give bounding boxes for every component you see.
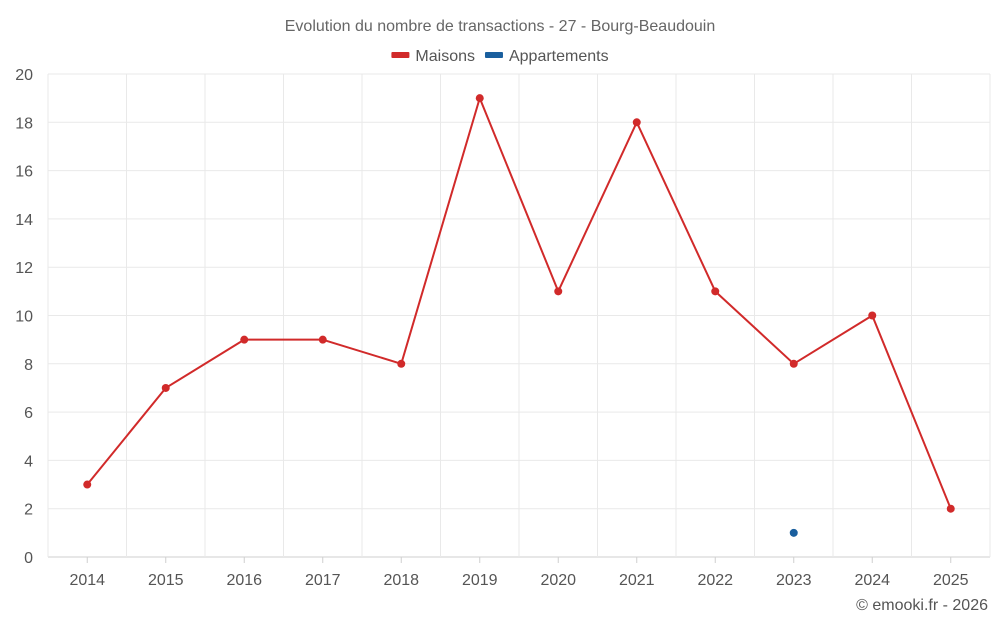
grid: [47, 73, 991, 558]
data-point[interactable]: [83, 480, 92, 489]
legend-label: Appartements: [509, 48, 609, 65]
x-tick-label: 2025: [933, 572, 969, 589]
series-layer: [83, 94, 955, 537]
legend-item-appartements[interactable]: Appartements: [484, 48, 609, 65]
y-tick-label: 10: [15, 309, 33, 326]
chart-title: Evolution du nombre de transactions - 27…: [285, 18, 715, 35]
x-tick-label: 2019: [462, 572, 498, 589]
x-tick-label: 2022: [697, 572, 733, 589]
data-point[interactable]: [946, 504, 955, 513]
y-tick-label: 16: [15, 164, 33, 181]
x-tick-label: 2017: [305, 572, 341, 589]
x-tick-label: 2024: [854, 572, 890, 589]
y-tick-label: 0: [24, 550, 33, 567]
data-point[interactable]: [475, 94, 484, 103]
y-tick-label: 20: [15, 67, 33, 84]
data-point[interactable]: [318, 335, 327, 344]
series-maisons: [83, 94, 955, 513]
x-tick-label: 2021: [619, 572, 655, 589]
y-tick-label: 14: [15, 212, 33, 229]
y-tick-label: 6: [24, 405, 33, 422]
data-point[interactable]: [161, 383, 170, 392]
y-tick-label: 4: [24, 453, 33, 470]
data-point[interactable]: [397, 359, 406, 368]
x-tick-label: 2023: [776, 572, 812, 589]
y-tick-label: 18: [15, 115, 33, 132]
data-point[interactable]: [240, 335, 249, 344]
data-point[interactable]: [868, 311, 877, 320]
y-tick-label: 2: [24, 502, 33, 519]
legend-swatch: [484, 52, 503, 58]
data-point[interactable]: [789, 359, 798, 368]
data-point[interactable]: [632, 118, 641, 127]
legend-label: Maisons: [415, 48, 475, 65]
x-axis: 2014 2015 2016 2017 2018 2019 2020 2021 2022 2023…: [69, 557, 969, 589]
credit-text: © emooki.fr - 2026: [856, 597, 988, 614]
legend: Maisons Appartements: [391, 48, 609, 65]
series-appartements: [789, 528, 798, 537]
x-tick-label: 2016: [226, 572, 262, 589]
series-line: [86, 97, 952, 510]
x-tick-label: 2015: [148, 572, 184, 589]
y-axis: 0 2 4 6 8 10 12 14 16 18 20: [15, 67, 33, 567]
data-point[interactable]: [789, 528, 798, 537]
data-point[interactable]: [554, 287, 563, 296]
x-tick-label: 2018: [383, 572, 419, 589]
x-tick-label: 2020: [540, 572, 576, 589]
y-tick-label: 8: [24, 357, 33, 374]
legend-swatch: [391, 52, 410, 58]
legend-item-maisons[interactable]: Maisons: [391, 48, 475, 65]
y-tick-label: 12: [15, 260, 33, 277]
data-point[interactable]: [711, 287, 720, 296]
x-tick-label: 2014: [69, 572, 105, 589]
